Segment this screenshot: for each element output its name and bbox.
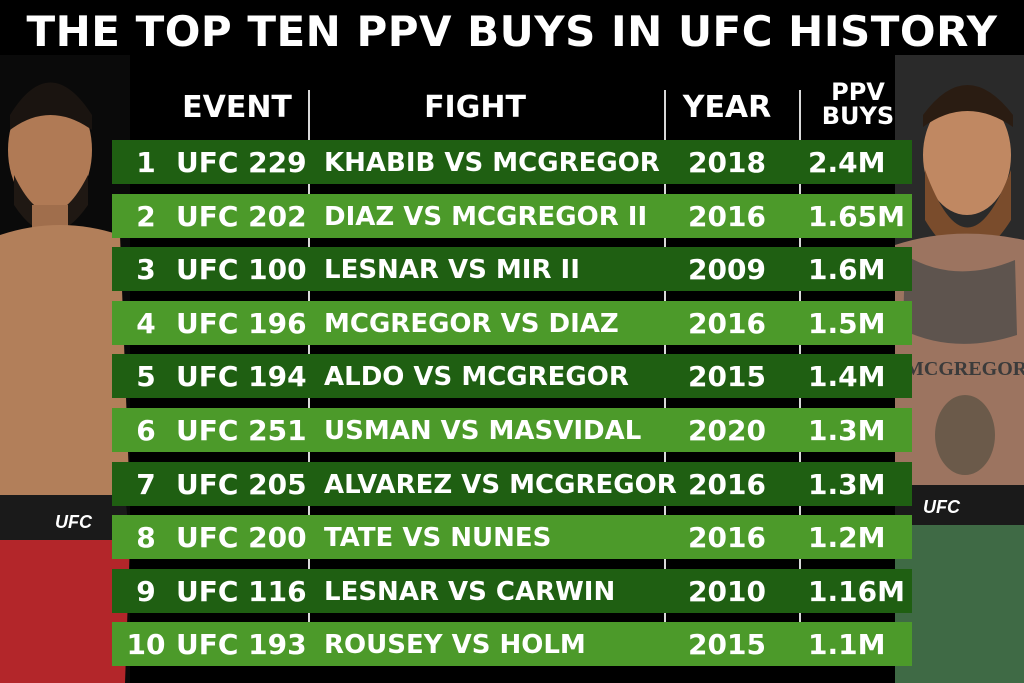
event-cell: UFC 100: [176, 253, 307, 287]
right-belt-text: UFC: [923, 497, 961, 517]
table-row: 4 UFC 196 MCGREGOR VS DIAZ 2016 1.5M: [112, 300, 912, 345]
year-cell: 2016: [688, 521, 766, 555]
table-row: 3 UFC 100 LESNAR VS MIR II 2009 1.6M: [112, 247, 912, 292]
table-header: EVENT FIGHT YEAR PPV BUYS: [112, 80, 912, 138]
header-ppv-buys: PPV BUYS: [821, 78, 895, 130]
header-event: EVENT: [182, 90, 292, 125]
event-cell: UFC 194: [176, 360, 307, 394]
rank-cell: 4: [136, 306, 156, 340]
year-cell: 2015: [688, 360, 766, 394]
left-fighter-image: UFC: [0, 55, 130, 683]
event-cell: UFC 229: [176, 146, 307, 179]
year-cell: 2010: [688, 574, 766, 608]
event-cell: UFC 200: [176, 521, 307, 555]
table-row: 2 UFC 202 DIAZ VS MCGREGOR II 2016 1.65M: [112, 193, 912, 238]
rank-cell: 6: [136, 413, 156, 447]
table-row: 5 UFC 194 ALDO VS MCGREGOR 2015 1.4M: [112, 354, 912, 399]
event-cell: UFC 116: [176, 574, 307, 608]
fight-cell: MCGREGOR VS DIAZ: [324, 308, 619, 339]
year-cell: 2015: [688, 628, 766, 662]
fight-cell: LESNAR VS CARWIN: [324, 576, 616, 607]
event-cell: UFC 196: [176, 306, 307, 340]
rank-cell: 1: [136, 146, 156, 179]
buys-cell: 1.4M: [808, 360, 886, 394]
fight-cell: USMAN VS MASVIDAL: [324, 415, 642, 446]
fight-cell: KHABIB VS MCGREGOR: [324, 148, 660, 178]
right-fighter-image: MCGREGOR UFC: [895, 55, 1024, 683]
table-row: 1 UFC 229 KHABIB VS MCGREGOR 2018 2.4M: [112, 140, 912, 184]
rank-cell: 7: [136, 467, 156, 501]
event-cell: UFC 193: [176, 628, 307, 662]
year-cell: 2009: [688, 253, 766, 287]
fight-cell: ALVAREZ VS MCGREGOR: [324, 469, 677, 500]
buys-cell: 1.5M: [808, 306, 886, 340]
rank-cell: 8: [136, 521, 156, 555]
table-row: 8 UFC 200 TATE VS NUNES 2016 1.2M: [112, 515, 912, 560]
right-tattoo-text: MCGREGOR: [905, 358, 1024, 380]
left-belt-text: UFC: [55, 512, 93, 532]
buys-cell: 1.3M: [808, 467, 886, 501]
event-cell: UFC 205: [176, 467, 307, 501]
year-cell: 2016: [688, 467, 766, 501]
rank-cell: 3: [136, 253, 156, 287]
rank-cell: 2: [136, 199, 156, 233]
rank-cell: 9: [136, 574, 156, 608]
header-year: YEAR: [682, 90, 772, 125]
buys-cell: 2.4M: [808, 146, 886, 179]
year-cell: 2018: [688, 146, 766, 179]
buys-cell: 1.16M: [808, 574, 905, 608]
table-row: 6 UFC 251 USMAN VS MASVIDAL 2020 1.3M: [112, 407, 912, 452]
fight-cell: LESNAR VS MIR II: [324, 255, 580, 286]
event-cell: UFC 251: [176, 413, 307, 447]
buys-cell: 1.1M: [808, 628, 886, 662]
year-cell: 2020: [688, 413, 766, 447]
fight-cell: ALDO VS MCGREGOR: [324, 362, 629, 393]
year-cell: 2016: [688, 199, 766, 233]
table-row: 7 UFC 205 ALVAREZ VS MCGREGOR 2016 1.3M: [112, 461, 912, 506]
buys-cell: 1.6M: [808, 253, 886, 287]
year-cell: 2016: [688, 306, 766, 340]
table-row: 9 UFC 116 LESNAR VS CARWIN 2010 1.16M: [112, 568, 912, 613]
header-fight: FIGHT: [424, 90, 526, 125]
buys-cell: 1.2M: [808, 521, 886, 555]
fight-cell: TATE VS NUNES: [324, 523, 552, 554]
page-title: THE TOP TEN PPV BUYS IN UFC HISTORY: [26, 7, 998, 56]
event-cell: UFC 202: [176, 199, 307, 233]
buys-cell: 1.3M: [808, 413, 886, 447]
ppv-table: 1 UFC 229 KHABIB VS MCGREGOR 2018 2.4M 2 UFC 2…: [112, 140, 912, 676]
fight-cell: DIAZ VS MCGREGOR II: [324, 201, 648, 232]
rank-cell: 5: [136, 360, 156, 394]
rank-cell: 10: [126, 628, 166, 662]
buys-cell: 1.65M: [808, 199, 905, 233]
table-row: 10 UFC 193 ROUSEY VS HOLM 2015 1.1M: [112, 622, 912, 667]
fight-cell: ROUSEY VS HOLM: [324, 630, 586, 661]
